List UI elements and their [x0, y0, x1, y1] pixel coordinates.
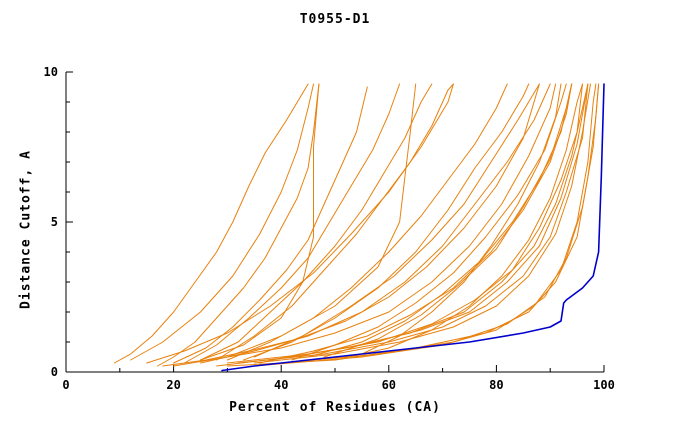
series-model-12	[237, 83, 589, 364]
series-model-23	[259, 83, 573, 364]
x-tick-label: 40	[274, 378, 288, 392]
series-model-18	[226, 83, 600, 367]
series-model-15	[269, 83, 589, 361]
series-model-01	[113, 83, 309, 364]
series-model-24	[323, 83, 573, 358]
series-model-06	[216, 83, 454, 361]
series-model-14	[216, 83, 589, 367]
series-model-27	[361, 83, 562, 355]
series-model-10	[200, 83, 551, 364]
series-model-30	[130, 83, 314, 361]
series-model-05	[200, 83, 433, 361]
x-tick-label: 80	[489, 378, 503, 392]
x-tick-label: 20	[166, 378, 180, 392]
series-model-29	[334, 83, 583, 361]
y-axis-label: Distance Cutoff, A	[18, 150, 34, 309]
series-model-16	[253, 83, 597, 367]
series-model-04	[183, 83, 401, 364]
series-model-28	[146, 83, 454, 364]
x-axis-label: Percent of Residues (CA)	[229, 400, 441, 415]
series-model-07	[226, 83, 508, 361]
series-model-02	[157, 83, 320, 367]
y-tick-label: 10	[44, 65, 58, 79]
x-tick-label: 60	[382, 378, 396, 392]
series-model-08	[243, 83, 530, 361]
series-model-25	[200, 83, 320, 361]
series-model-03	[173, 86, 368, 364]
y-tick-label: 0	[51, 365, 58, 379]
series-highlighted-model	[221, 83, 605, 372]
series-model-09	[253, 83, 540, 358]
series-model-19	[173, 83, 557, 367]
x-tick-label: 0	[62, 378, 69, 392]
x-tick-label: 100	[593, 378, 615, 392]
series-model-22	[291, 83, 567, 361]
y-tick-label: 5	[51, 215, 58, 229]
chart-title: T0955-D1	[299, 12, 371, 27]
series-model-13	[253, 83, 591, 364]
series-model-26	[226, 83, 417, 358]
